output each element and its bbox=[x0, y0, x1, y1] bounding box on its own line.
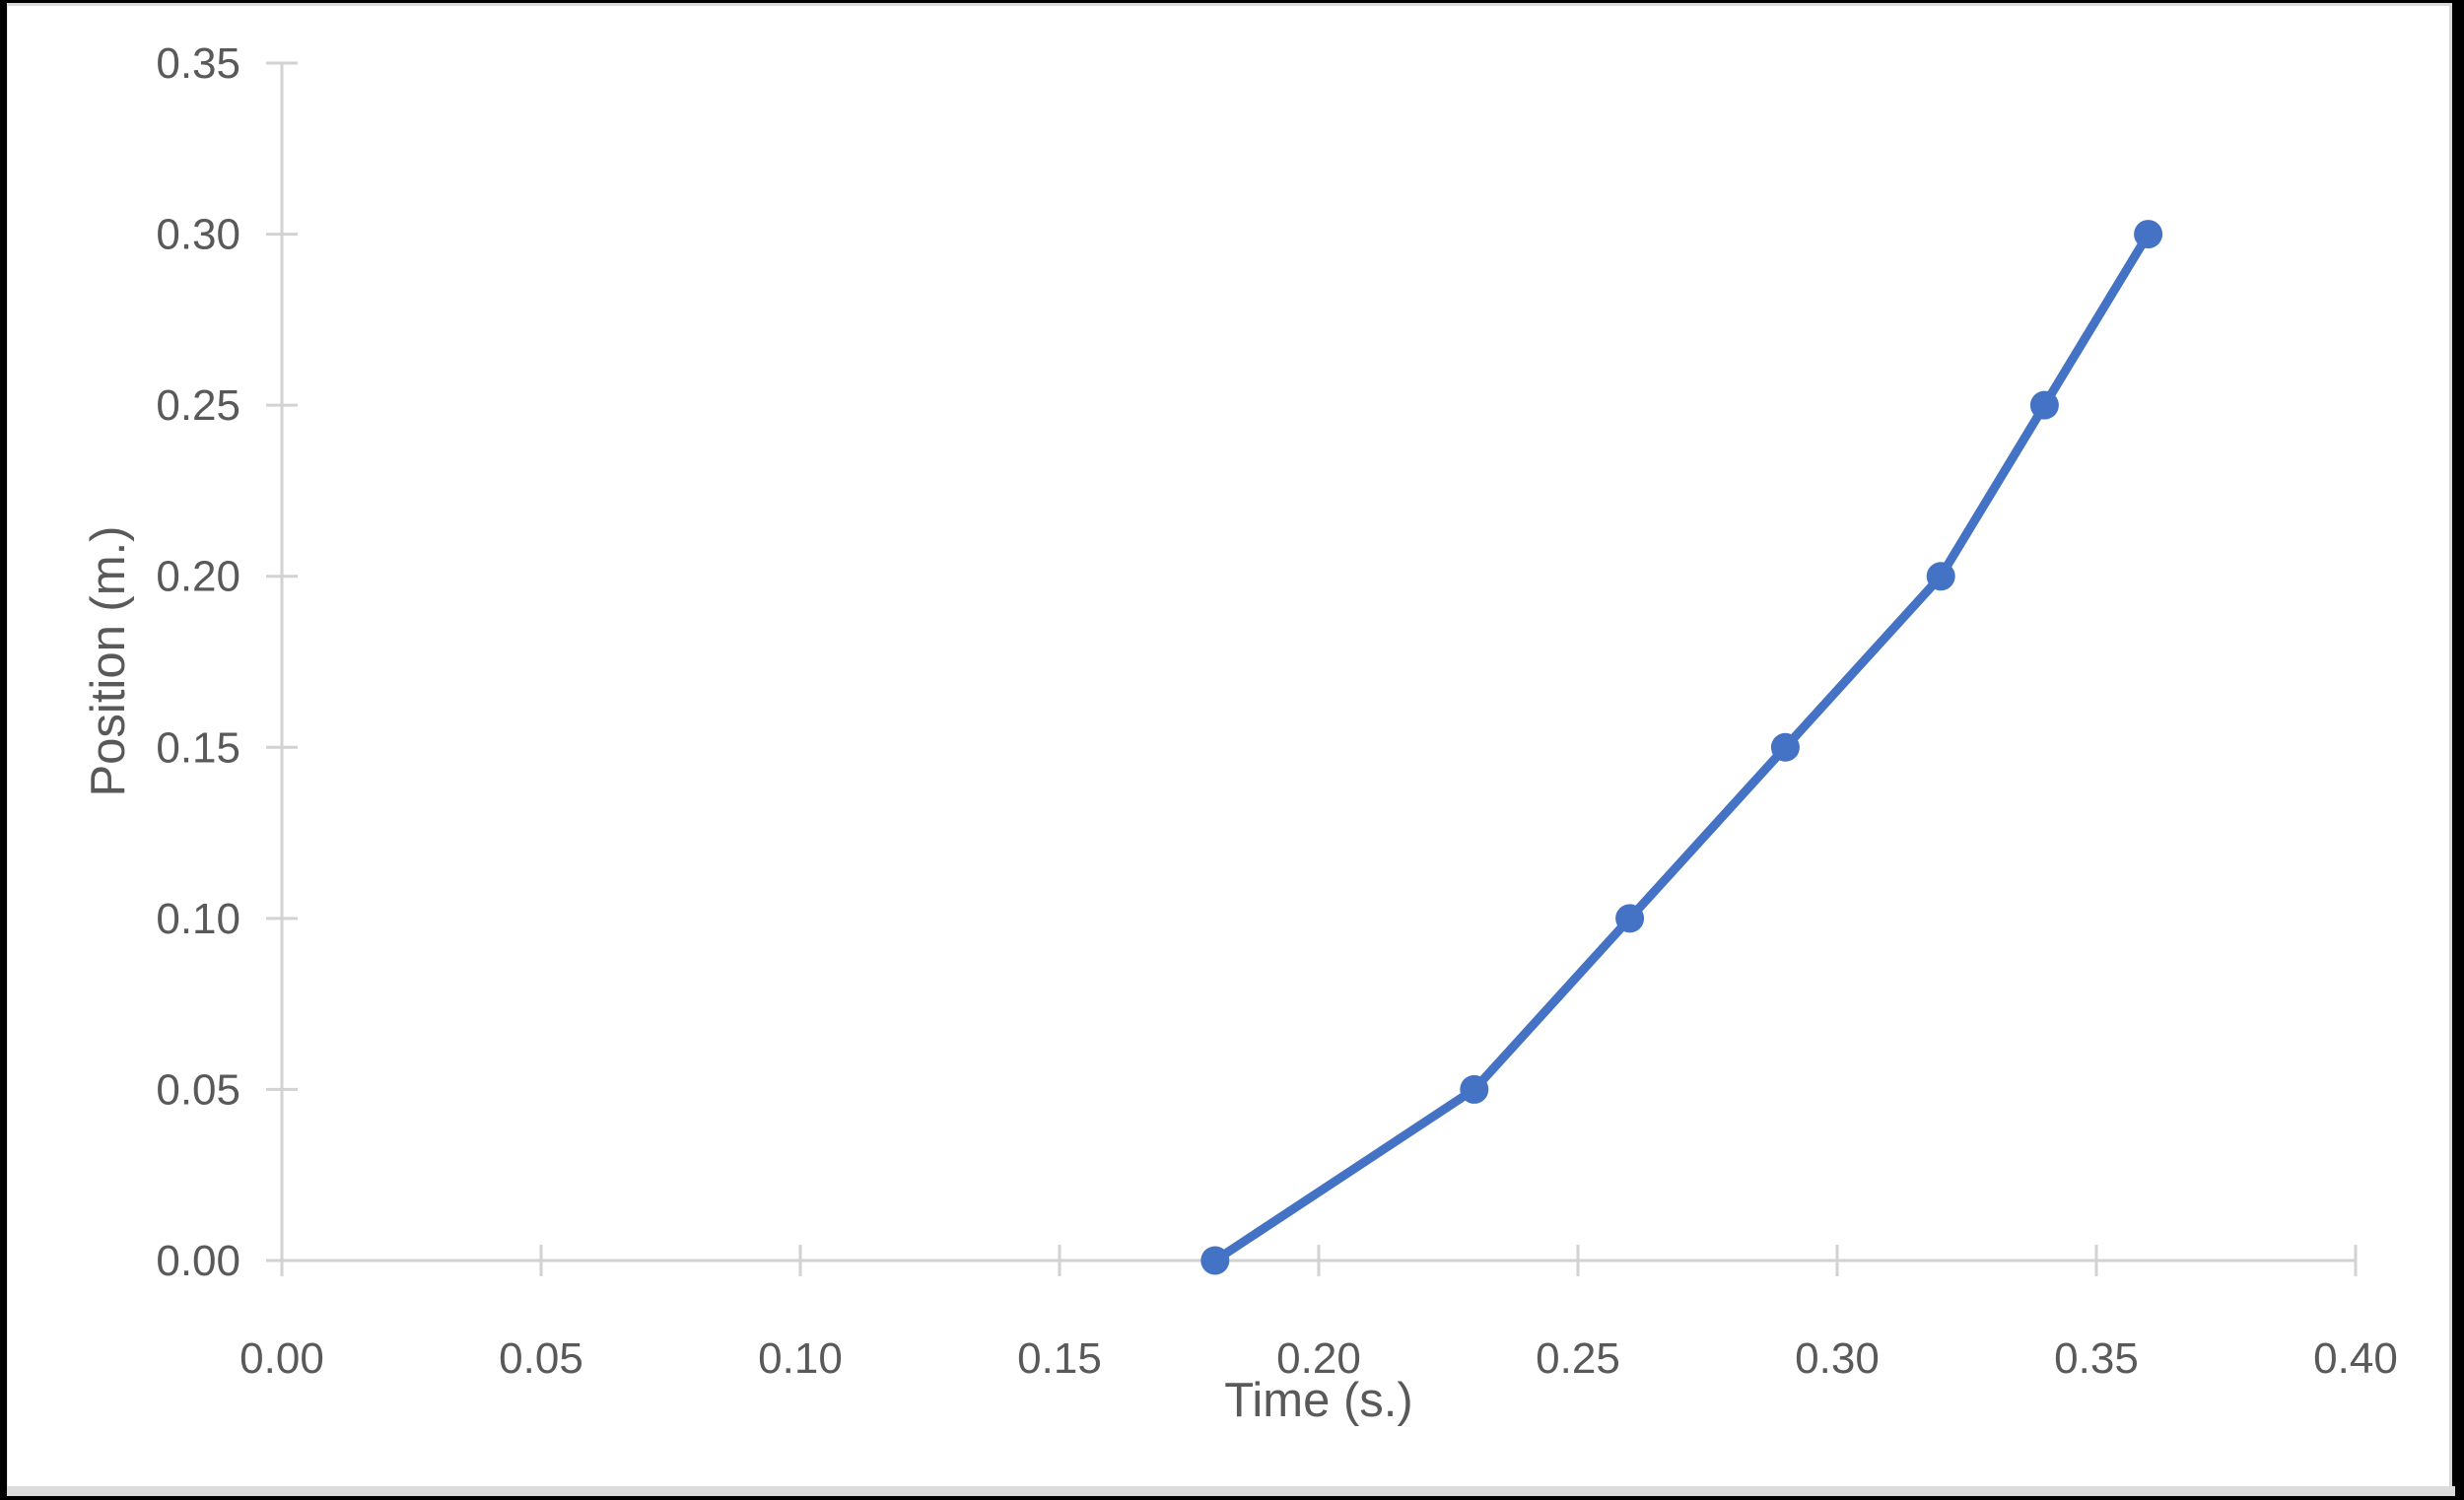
data-point-marker bbox=[1770, 732, 1800, 762]
x-tick-label: 0.10 bbox=[758, 1334, 843, 1383]
x-tick-label: 0.20 bbox=[1276, 1334, 1361, 1383]
data-point-marker bbox=[1926, 562, 1955, 591]
x-tick-label: 0.30 bbox=[1795, 1334, 1880, 1383]
y-tick-label: 0.30 bbox=[156, 211, 240, 259]
axes bbox=[280, 63, 2356, 1262]
series-line bbox=[1210, 230, 2154, 1265]
window-bottom-strip bbox=[7, 1486, 2455, 1496]
tick-marks bbox=[266, 61, 2358, 1276]
y-tick-label: 0.25 bbox=[156, 381, 240, 430]
data-series bbox=[1200, 220, 2163, 1275]
x-tick-label: 0.40 bbox=[2313, 1334, 2398, 1383]
data-point-marker bbox=[1615, 904, 1645, 933]
y-tick-label: 0.05 bbox=[156, 1065, 240, 1114]
y-tick-label: 0.15 bbox=[156, 723, 240, 772]
x-tick-label: 0.05 bbox=[499, 1334, 583, 1383]
tick-labels: 0.00 0.05 0.10 0.15 0.20 0.25 0.30 0.35 0.40 0.00… bbox=[156, 39, 2397, 1383]
x-tick-label: 0.15 bbox=[1017, 1334, 1102, 1383]
y-tick-label: 0.35 bbox=[156, 39, 240, 88]
y-axis-title: Position (m.) bbox=[82, 525, 135, 796]
y-tick-label: 0.10 bbox=[156, 895, 240, 943]
x-tick-label: 0.35 bbox=[2054, 1334, 2139, 1383]
y-tick-label: 0.20 bbox=[156, 553, 240, 601]
y-tick-label: 0.00 bbox=[156, 1237, 240, 1285]
x-tick-label: 0.00 bbox=[240, 1334, 324, 1383]
x-tick-label: 0.25 bbox=[1536, 1334, 1620, 1383]
x-axis-title: Time (s.) bbox=[1224, 1374, 1412, 1427]
data-point-marker bbox=[1460, 1074, 1489, 1104]
chart-panel bbox=[7, 3, 2452, 1486]
data-point-marker bbox=[1200, 1246, 1230, 1275]
data-point-marker bbox=[2134, 220, 2163, 249]
data-point-marker bbox=[2029, 390, 2059, 420]
